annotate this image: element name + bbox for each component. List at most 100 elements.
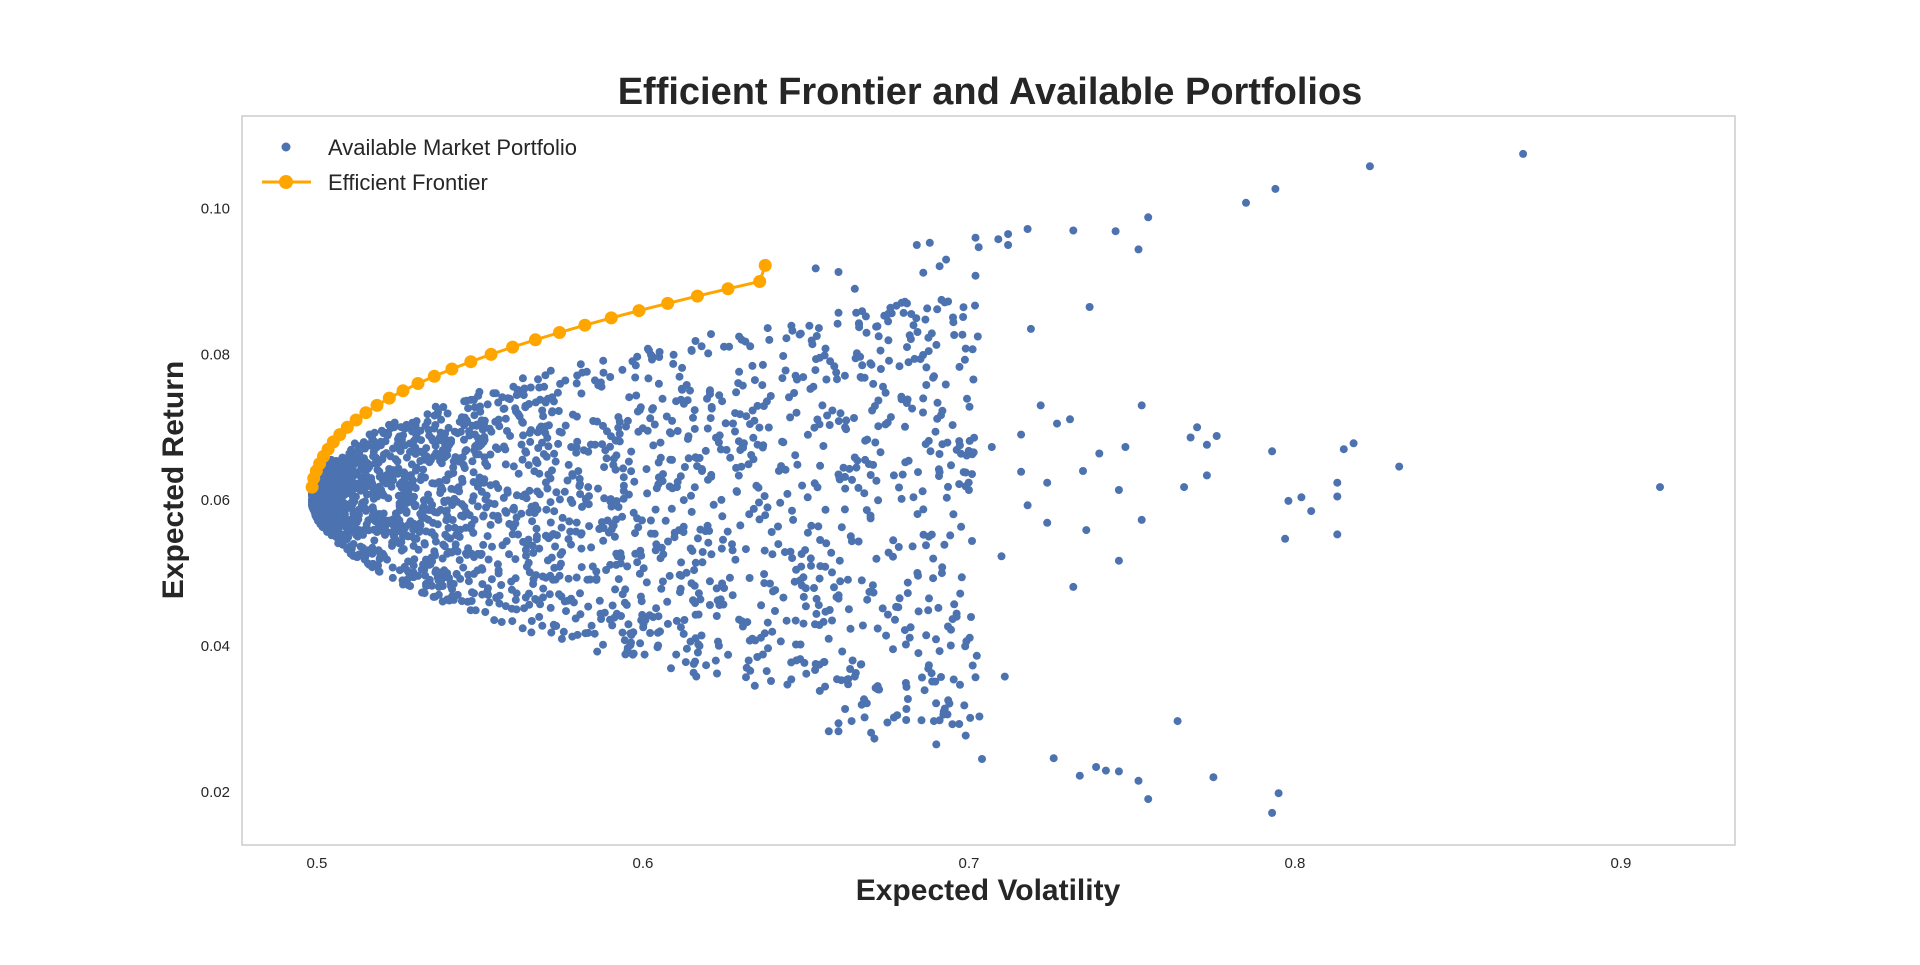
market-portfolio-point (836, 577, 845, 586)
market-portfolio-point (501, 414, 510, 423)
market-portfolio-point (503, 488, 512, 497)
market-portfolio-point (550, 507, 559, 516)
market-portfolio-point (422, 582, 431, 590)
market-portfolio-point (1202, 440, 1211, 449)
market-portfolio-point (349, 455, 358, 464)
market-portfolio-point (543, 433, 552, 442)
market-portfolio-point (714, 637, 722, 646)
market-portfolio-point (933, 414, 942, 423)
market-portfolio-point (599, 536, 608, 545)
efficient-frontier-point (528, 333, 542, 347)
market-portfolio-point (619, 481, 628, 490)
market-portfolio-point (749, 455, 758, 464)
market-portfolio-point (440, 433, 448, 442)
market-portfolio-point (790, 389, 799, 397)
market-portfolio-point (949, 510, 958, 519)
market-portfolio-point (509, 382, 518, 391)
market-portfolio-point (777, 462, 786, 471)
market-portfolio-point (669, 350, 678, 359)
market-portfolio-point (1092, 763, 1101, 771)
market-portfolio-point (334, 539, 343, 548)
market-portfolio-point (684, 454, 693, 463)
market-portfolio-point (497, 581, 506, 589)
market-portfolio-point (897, 392, 906, 401)
market-portfolio-point (903, 695, 912, 703)
market-portfolio-point (903, 395, 912, 404)
market-portfolio-point (862, 328, 871, 337)
market-portfolio-point (713, 669, 721, 678)
market-portfolio-point (619, 464, 628, 473)
market-portfolio-point (551, 457, 560, 466)
market-portfolio-point (855, 323, 864, 332)
market-portfolio-point (889, 471, 898, 480)
market-portfolio-point (768, 550, 777, 559)
market-portfolio-point (922, 381, 931, 389)
market-portfolio-point (555, 495, 564, 504)
market-portfolio-point (755, 498, 763, 507)
market-portfolio-point (468, 457, 477, 466)
market-portfolio-point (958, 330, 967, 339)
market-portfolio-point (942, 493, 951, 502)
market-portfolio-point (778, 374, 787, 383)
y-tick-label: 0.08 (201, 346, 230, 363)
market-portfolio-point (409, 541, 418, 550)
market-portfolio-point (386, 452, 395, 461)
market-portfolio-point (824, 727, 833, 736)
market-portfolio-point (782, 334, 791, 343)
market-portfolio-point (511, 555, 520, 564)
market-portfolio-point (426, 505, 435, 514)
market-portfolio-point (815, 574, 824, 583)
market-portfolio-point (994, 235, 1003, 244)
market-portfolio-point (987, 443, 996, 451)
market-portfolio-point (331, 471, 340, 480)
market-portfolio-point (833, 375, 841, 384)
market-portfolio-point (548, 466, 556, 475)
market-portfolio-point (1193, 423, 1202, 432)
market-portfolio-point (438, 597, 447, 606)
market-portfolio-point (707, 550, 716, 559)
market-portfolio-point (358, 527, 367, 536)
market-portfolio-point (444, 523, 453, 532)
market-portfolio-point (651, 546, 660, 555)
market-portfolio-point (584, 602, 593, 611)
market-portfolio-point (779, 352, 788, 360)
market-portfolio-point (759, 402, 768, 410)
market-portfolio-point (531, 595, 540, 603)
market-portfolio-point (691, 453, 700, 462)
market-portfolio-point (441, 475, 450, 484)
market-portfolio-point (422, 527, 431, 536)
market-portfolio-point (834, 308, 843, 317)
market-portfolio-point (419, 560, 428, 569)
market-portfolio-point (741, 545, 750, 554)
market-portfolio-point (866, 471, 875, 479)
market-portfolio-point (668, 484, 677, 493)
market-portfolio-point (840, 371, 849, 380)
market-portfolio-point (545, 590, 554, 599)
market-portfolio-point (515, 412, 524, 421)
market-portfolio-point (466, 524, 475, 533)
market-portfolio-point (1043, 478, 1052, 487)
market-portfolio-point (731, 427, 739, 436)
market-portfolio-point (468, 496, 477, 505)
market-portfolio-point (667, 429, 675, 438)
market-portfolio-point (978, 755, 986, 763)
market-portfolio-point (397, 538, 406, 547)
market-portfolio-point (553, 388, 562, 397)
market-portfolio-point (736, 521, 745, 530)
market-portfolio-point (876, 346, 885, 355)
market-portfolio-point (592, 567, 601, 576)
market-portfolio-point (332, 485, 341, 494)
market-portfolio-point (378, 515, 387, 524)
market-portfolio-point (810, 423, 819, 432)
market-portfolio-point (746, 666, 755, 675)
market-portfolio-point (663, 619, 672, 628)
market-portfolio-point (379, 551, 388, 560)
market-portfolio-point (375, 510, 384, 518)
market-portfolio-point (668, 416, 677, 425)
market-portfolio-point (871, 438, 880, 447)
market-portfolio-point (803, 430, 812, 439)
market-portfolio-point (812, 355, 820, 364)
market-portfolio-point (924, 661, 933, 670)
market-portfolio-point (356, 486, 365, 495)
market-portfolio-point (745, 510, 754, 519)
